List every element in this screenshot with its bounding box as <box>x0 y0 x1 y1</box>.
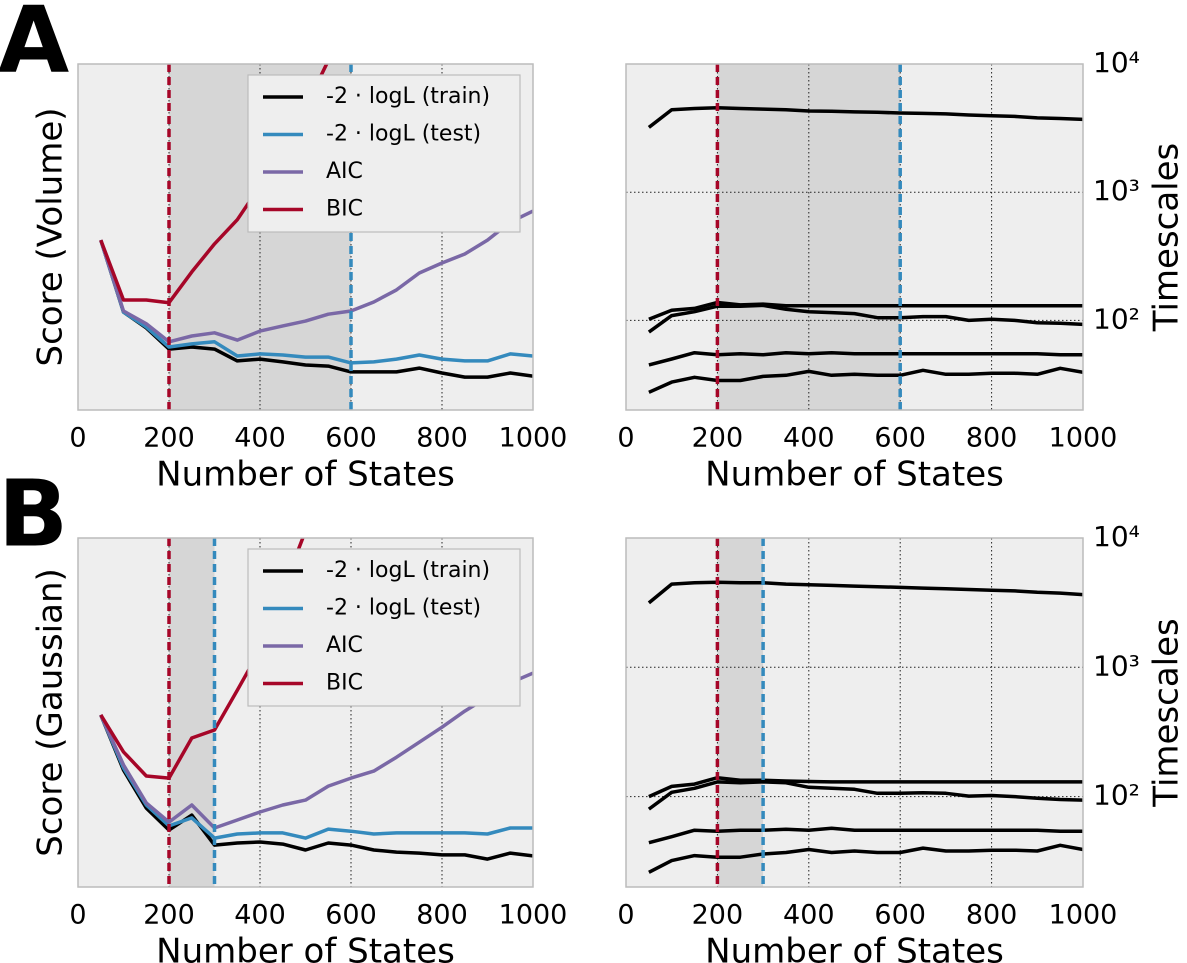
highlight-span <box>169 538 215 887</box>
series-line <box>99 209 533 344</box>
x-tick-label: 800 <box>966 900 1018 931</box>
legend-label: AIC <box>326 633 363 658</box>
x-tick-label: 400 <box>234 900 286 931</box>
series-line <box>648 843 1083 874</box>
highlight-span <box>717 538 764 887</box>
legend-label: BIC <box>326 671 363 696</box>
lines <box>647 106 1083 394</box>
legend-label: -2 · logL (train) <box>326 558 490 583</box>
x-tick-label: 200 <box>692 423 744 454</box>
legend-label: -2 · logL (test) <box>326 596 481 621</box>
legend-box <box>247 74 521 233</box>
panel: 0 200 400 600 800 1000 Number of States Score (… <box>0 0 567 495</box>
series-line <box>99 714 533 861</box>
y-tick-label: 10² <box>1093 302 1140 335</box>
x-tick-label: 400 <box>783 423 835 454</box>
x-tick-label: 1000 <box>1049 900 1118 931</box>
x-axis-label: Number of States <box>156 455 455 495</box>
panel-label: A <box>0 0 69 93</box>
y-tick-label: 10⁴ <box>1093 520 1140 553</box>
x-tick-label: 600 <box>325 423 377 454</box>
series-line <box>647 106 1083 129</box>
x-tick-label: 800 <box>416 423 468 454</box>
panel: 0 200 400 600 800 1000 Number of States Score (… <box>0 460 567 963</box>
y-axis-label: Timescales <box>1147 618 1187 808</box>
x-tick-label: 0 <box>617 423 634 454</box>
x-axis-label: Number of States <box>156 932 455 963</box>
x-tick-label: 600 <box>874 423 926 454</box>
x-tick-label: 1000 <box>1049 423 1118 454</box>
y-tick-label: 10³ <box>1093 649 1140 682</box>
x-tick-label: 400 <box>783 900 835 931</box>
x-tick-label: 800 <box>966 423 1018 454</box>
legend-label: -2 · logL (test) <box>326 122 481 147</box>
x-tick-label: 200 <box>143 423 195 454</box>
plot-frame <box>77 537 534 888</box>
plot-frame <box>77 63 534 411</box>
x-axis-label: Number of States <box>705 932 1004 963</box>
series-line <box>648 775 1083 799</box>
x-tick-label: 0 <box>617 900 634 931</box>
panel: 0 200 400 600 800 1000 10² 10³ 10⁴ Number of Stat… <box>617 46 1186 495</box>
panel-label: B <box>0 460 68 567</box>
series-line <box>99 671 533 830</box>
series-line <box>647 780 1083 811</box>
legend-label: BIC <box>326 197 363 222</box>
y-tick-label: 10³ <box>1093 174 1140 207</box>
series-line <box>648 350 1083 367</box>
y-tick-label: 10⁴ <box>1093 46 1140 79</box>
x-tick-label: 400 <box>234 423 286 454</box>
legend-label: AIC <box>326 159 363 184</box>
legend-label: -2 · logL (train) <box>326 84 490 109</box>
x-tick-label: 1000 <box>499 900 568 931</box>
x-tick-label: 800 <box>416 900 468 931</box>
x-tick-label: 200 <box>143 900 195 931</box>
y-axis-label: Score (Volume) <box>31 107 71 366</box>
series-line <box>648 300 1083 321</box>
legend-box <box>247 548 521 707</box>
legend: -2 · logL (train) -2 · logL (test) AIC BIC <box>247 548 521 707</box>
x-tick-label: 200 <box>692 900 744 931</box>
x-tick-label: 600 <box>874 900 926 931</box>
series-line <box>648 826 1083 845</box>
x-tick-label: 0 <box>69 423 86 454</box>
lines <box>647 580 1083 874</box>
series-line <box>99 714 533 840</box>
y-axis-label: Score (Gaussian) <box>31 568 71 857</box>
x-tick-label: 600 <box>325 900 377 931</box>
x-tick-label: 0 <box>69 900 86 931</box>
plot-frame <box>625 537 1084 888</box>
panel: 0 200 400 600 800 1000 10² 10³ 10⁴ Number of Stat… <box>617 520 1186 963</box>
legend: -2 · logL (train) -2 · logL (test) AIC BIC <box>247 74 521 233</box>
y-tick-label: 10² <box>1093 779 1140 812</box>
series-line <box>647 580 1083 605</box>
plot-frame <box>625 63 1084 411</box>
series-line <box>647 303 1083 334</box>
series-line <box>99 239 533 379</box>
x-axis-label: Number of States <box>705 455 1004 495</box>
series-line <box>648 366 1083 394</box>
y-axis-label: Timescales <box>1147 143 1187 333</box>
x-tick-label: 1000 <box>499 423 568 454</box>
series-line <box>99 239 533 365</box>
